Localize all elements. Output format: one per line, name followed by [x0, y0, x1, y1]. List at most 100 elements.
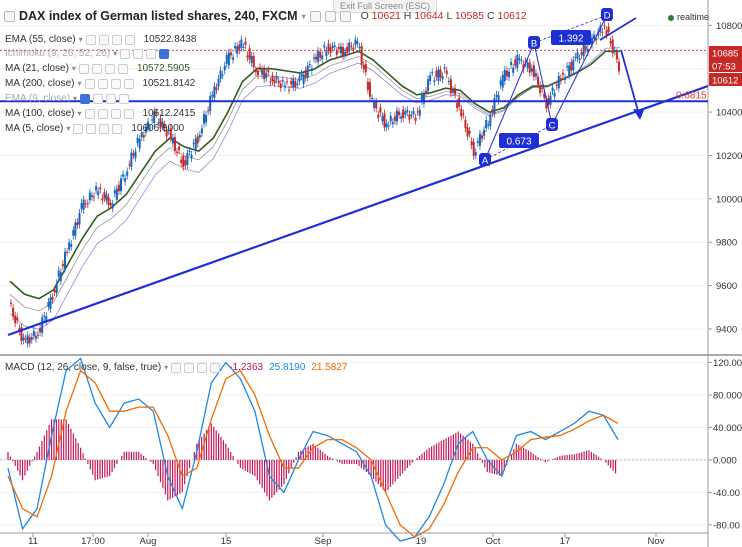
close-icon[interactable]	[197, 362, 208, 373]
eye-icon[interactable]	[84, 108, 95, 119]
candle-body	[63, 251, 66, 269]
settings-icon[interactable]	[98, 34, 109, 45]
exit-fullscreen-button[interactable]: Exit Full Screen (ESC)	[333, 0, 438, 13]
chevron-down-icon[interactable]: ▾	[78, 35, 83, 44]
candle-body	[32, 330, 35, 337]
candle-body	[350, 45, 353, 47]
candle-body	[503, 69, 506, 82]
indicator-row[interactable]: EMA (9, close) ▾	[5, 93, 130, 104]
eye-icon[interactable]	[73, 123, 84, 134]
candle-body	[227, 52, 230, 66]
close-icon[interactable]	[339, 10, 351, 22]
indicator-label[interactable]: MA (21, close)	[5, 63, 69, 74]
candle-body	[443, 67, 446, 69]
candle-body	[402, 109, 405, 119]
chevron-down-icon[interactable]: ▾	[77, 79, 82, 88]
candle-body	[366, 81, 369, 90]
more-icon[interactable]	[119, 93, 130, 104]
chevron-down-icon[interactable]: ▾	[66, 124, 71, 133]
indicator-row[interactable]: EMA (55, close) ▾ 10522.8438	[5, 34, 196, 45]
indicator-row[interactable]: Ichimoku (9, 26, 52, 26) ▾	[5, 48, 170, 59]
settings-icon[interactable]	[97, 108, 108, 119]
close-icon[interactable]	[110, 78, 121, 89]
candle-body	[595, 38, 598, 41]
candle-body	[126, 171, 129, 176]
eye-icon[interactable]	[309, 10, 321, 22]
chevron-down-icon[interactable]: ▾	[164, 363, 169, 372]
indicator-value: 10572.5905	[136, 63, 190, 74]
settings-icon[interactable]	[93, 93, 104, 104]
more-icon[interactable]	[210, 362, 221, 373]
candle-body	[617, 61, 620, 72]
candle-body	[474, 152, 477, 156]
indicator-label[interactable]: MA (100, close)	[5, 108, 75, 119]
candle-body	[406, 110, 409, 113]
candle-body	[360, 46, 363, 65]
candle-body	[149, 127, 152, 129]
close-icon[interactable]	[106, 93, 117, 104]
more-icon[interactable]	[112, 123, 123, 134]
candle-body	[358, 46, 361, 49]
indicator-row[interactable]: MA (5, close) ▾ 10606.6000	[5, 123, 184, 134]
chevron-down-icon[interactable]: ▾	[113, 49, 118, 58]
chevron-down-icon[interactable]: ▾	[71, 64, 76, 73]
candle-body	[528, 62, 531, 73]
indicator-value: 10521.8142	[142, 78, 196, 89]
settings-icon[interactable]	[91, 63, 102, 74]
settings-icon[interactable]	[184, 362, 195, 373]
indicator-row[interactable]: MA (100, close) ▾ 10612.2415	[5, 108, 195, 119]
candle-body	[543, 93, 546, 99]
close-icon[interactable]	[110, 108, 121, 119]
price-tick-label: 9800	[716, 238, 737, 249]
candle-body	[142, 135, 145, 138]
candle-body	[246, 55, 249, 58]
eye-icon[interactable]	[171, 362, 182, 373]
candle-body	[356, 41, 359, 44]
more-icon[interactable]	[117, 63, 128, 74]
eye-icon[interactable]	[80, 93, 91, 104]
x-tick-label-month: Aug	[140, 536, 157, 547]
indicator-label[interactable]: MA (5, close)	[5, 123, 64, 134]
indicator-label[interactable]: EMA (55, close)	[5, 34, 76, 45]
candle-body	[34, 335, 37, 339]
close-icon[interactable]	[104, 63, 115, 74]
more-icon[interactable]	[159, 48, 170, 59]
candle-body	[176, 151, 179, 153]
settings-icon[interactable]	[86, 123, 97, 134]
chevron-down-icon[interactable]: ▾	[301, 11, 306, 21]
chevron-down-icon[interactable]: ▾	[77, 109, 82, 118]
x-tick-label-month: Nov	[648, 536, 665, 547]
indicator-row[interactable]: MA (21, close) ▾ 10572.5905	[5, 63, 190, 74]
settings-icon[interactable]	[324, 10, 336, 22]
more-icon[interactable]	[124, 34, 135, 45]
indicator-row[interactable]: MA (200, close) ▾ 10521.8142	[5, 78, 195, 89]
indicator-label[interactable]: EMA (9, close)	[5, 93, 71, 104]
settings-icon[interactable]	[133, 48, 144, 59]
eye-icon[interactable]	[78, 63, 89, 74]
candle-body	[400, 116, 403, 119]
close-icon[interactable]	[146, 48, 157, 59]
eye-icon[interactable]	[84, 78, 95, 89]
candle-body	[557, 75, 560, 89]
settings-icon[interactable]	[97, 78, 108, 89]
eye-icon[interactable]	[85, 34, 96, 45]
more-icon[interactable]	[123, 78, 134, 89]
title-row: DAX index of German listed shares, 240, …	[4, 9, 527, 23]
indicator-label[interactable]: Ichimoku (9, 26, 52, 26)	[5, 48, 111, 59]
chevron-down-icon[interactable]: ▾	[73, 94, 78, 103]
close-icon[interactable]	[99, 123, 110, 134]
candle-body	[43, 315, 46, 318]
macd-tick-label: 120.000	[713, 358, 742, 369]
indicator-label[interactable]: MA (200, close)	[5, 78, 75, 89]
eye-icon[interactable]	[120, 48, 131, 59]
candle-body	[539, 84, 542, 93]
candle-body	[362, 65, 365, 70]
candle-body	[277, 80, 280, 84]
macd-label[interactable]: MACD (12, 26, close, 9, false, true)	[5, 362, 162, 373]
candle-body	[607, 26, 610, 32]
close-icon[interactable]	[111, 34, 122, 45]
more-icon[interactable]	[123, 108, 134, 119]
macd-legend: MACD (12, 26, close, 9, false, true) ▾ -…	[5, 362, 347, 373]
candle-body	[605, 30, 608, 35]
collapse-icon[interactable]	[4, 10, 15, 22]
